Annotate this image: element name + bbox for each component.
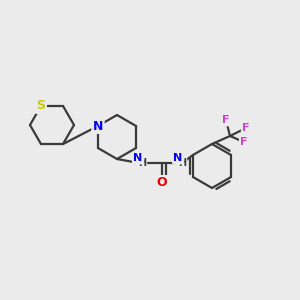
Text: H: H	[138, 158, 146, 168]
Text: N: N	[93, 119, 103, 133]
Text: F: F	[222, 115, 230, 125]
Text: F: F	[242, 123, 250, 133]
Text: O: O	[157, 176, 167, 190]
Text: N: N	[173, 153, 183, 163]
Text: H: H	[178, 158, 186, 168]
Text: F: F	[240, 137, 248, 147]
Text: N: N	[134, 153, 142, 163]
Text: S: S	[37, 99, 46, 112]
